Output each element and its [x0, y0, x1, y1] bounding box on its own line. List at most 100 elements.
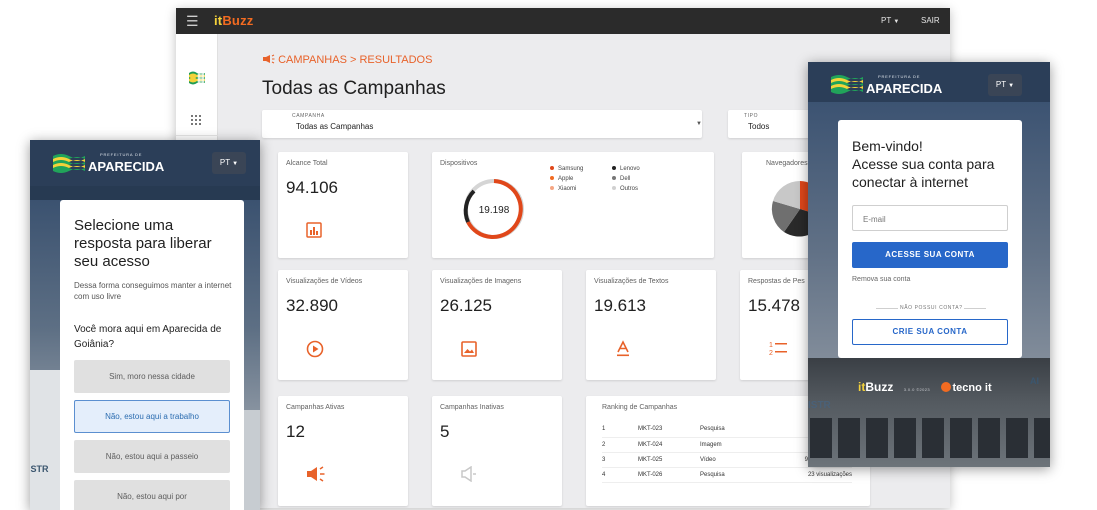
chevron-down-icon: ▼: [232, 161, 239, 167]
building-windows: [810, 418, 1050, 458]
language-selector[interactable]: PT ▼: [881, 16, 899, 27]
building-sign-left: ISTR: [808, 400, 831, 411]
table-row[interactable]: 4 MKT-026 Pesquisa 23 visualizações: [602, 467, 852, 483]
bar-chart-icon: [306, 222, 322, 238]
itbuzz-suffix: Buzz: [865, 380, 894, 394]
prefeitura-label: PREFEITURA DE: [878, 74, 921, 79]
active-campaigns-label: Campanhas Ativas: [286, 404, 345, 411]
megaphone-icon: [263, 54, 275, 64]
reach-value: 94.106: [286, 178, 338, 197]
ranking-cell-type: Vídeo: [700, 452, 762, 468]
browsers-label: Navegadores: [766, 160, 808, 167]
brand-logo: itBuzz: [214, 13, 253, 29]
exit-button[interactable]: SAIR: [921, 16, 940, 25]
option-live-here-button[interactable]: Sim, moro nessa cidade: [74, 360, 230, 393]
active-campaigns-value: 12: [286, 422, 305, 441]
apps-grid-icon[interactable]: [190, 114, 202, 126]
residence-question: Você mora aqui em Aparecida de Goiânia?: [74, 324, 222, 350]
devices-donut: 19.198: [463, 179, 524, 239]
tecnoit-label: tecno it: [952, 382, 992, 394]
city-name: APARECIDA: [866, 81, 943, 96]
city-name: APARECIDA: [88, 159, 165, 174]
campaign-select[interactable]: CAMPANHA Todas as Campanhas ▼: [262, 110, 702, 138]
campaign-select-label: CAMPANHA: [292, 113, 325, 119]
ranking-cell-pos: 2: [602, 437, 638, 453]
legend-label: Outros: [620, 186, 639, 192]
left-phone: ISTR PREFEITURA DE APARECIDA PT ▼ Seleci…: [30, 140, 260, 510]
option-other-button[interactable]: Não, estou aqui por: [74, 480, 230, 510]
brand-prefix: it: [214, 13, 223, 28]
video-views-value: 32.890: [286, 296, 338, 315]
breadcrumb: CAMPANHAS > RESULTADOS: [262, 54, 432, 67]
legend-label: Apple: [558, 176, 574, 182]
language-selector[interactable]: PT ▼: [988, 74, 1022, 96]
remove-account-link[interactable]: Remova sua conta: [852, 276, 911, 283]
login-button[interactable]: ACESSE SUA CONTA: [852, 242, 1008, 268]
welcome-heading: Bem-vindo! Acesse sua conta para conecta…: [852, 137, 1020, 191]
devices-label: Dispositivos: [440, 160, 478, 167]
city-flag-icon: [53, 154, 85, 173]
ranking-cell-pos: 1: [602, 422, 638, 438]
text-views-value: 19.613: [594, 296, 646, 315]
legend-item: Xiaomi: [550, 186, 576, 192]
legend-label: Samsung: [558, 166, 584, 172]
option-work-button[interactable]: Não, estou aqui a trabalho: [74, 400, 230, 433]
megaphone-icon: [307, 466, 325, 482]
tecnoit-icon: [940, 382, 951, 392]
login-panel: Bem-vindo! Acesse sua conta para conecta…: [838, 120, 1022, 358]
devices-card: Dispositivos 19.198 Samsung Lenovo Apple…: [432, 152, 714, 258]
top-bar: ☰ itBuzz PT ▼ SAIR: [176, 8, 950, 34]
welcome-subtitle: Acesse sua conta para conectar à interne…: [852, 156, 995, 190]
text-format-icon: [617, 340, 629, 357]
itbuzz-prefix: it: [858, 380, 866, 394]
language-selector[interactable]: PT ▼: [212, 152, 246, 174]
right-phone: ISTR AI PREFEITURA DE APARECIDA PT ▼ Bem…: [808, 62, 1050, 467]
legend-item: Dell: [612, 176, 630, 182]
menu-icon[interactable]: ☰: [186, 13, 199, 29]
ranking-cell-type: Pesquisa: [700, 422, 762, 438]
language-label: PT: [881, 16, 892, 25]
legend-item: Lenovo: [612, 166, 640, 172]
survey-responses-value: 15.478: [748, 296, 800, 315]
ranking-cell-pos: 3: [602, 452, 638, 468]
ranking-cell-type: Pesquisa: [700, 467, 762, 483]
devices-center-value: 19.198: [479, 205, 510, 216]
chevron-down-icon: ▼: [696, 121, 702, 127]
city-flag-icon: [831, 75, 863, 94]
chevron-down-icon: ▼: [1008, 83, 1015, 89]
legend-item: Samsung: [550, 166, 583, 172]
page-title: Todas as Campanhas: [262, 78, 446, 99]
email-field[interactable]: E-mail: [852, 205, 1008, 231]
legend-label: Lenovo: [620, 166, 640, 172]
legend-item: Outros: [612, 186, 638, 192]
video-views-card: Visualizações de Vídeos 32.890: [278, 270, 408, 380]
itbuzz-logo: itBuzz: [858, 380, 893, 394]
footer-brands: itBuzz 3.0.0 ©2023 tecno it: [858, 378, 992, 396]
text-views-label: Visualizações de Textos: [594, 278, 669, 285]
language-label: PT: [219, 158, 230, 167]
inactive-campaigns-label: Campanhas Inativas: [440, 404, 504, 411]
question-subtitle: Dessa forma conseguimos manter a interne…: [74, 281, 232, 301]
city-flag-icon[interactable]: [188, 70, 206, 86]
active-campaigns-card: Campanhas Ativas 12: [278, 396, 408, 506]
type-select[interactable]: TIPO Todos: [728, 110, 818, 138]
brand-suffix: Buzz: [222, 13, 254, 28]
ranking-cell-code: MKT-025: [638, 452, 700, 468]
survey-responses-label: Respostas de Pes: [748, 278, 805, 285]
inactive-campaigns-card: Campanhas Inativas 5: [432, 396, 562, 506]
prefeitura-label: PREFEITURA DE: [100, 152, 143, 157]
legend-item: Apple: [550, 176, 573, 182]
question-panel: Selecione uma resposta para liberar seu …: [60, 200, 244, 510]
image-views-card: Visualizações de Imagens 26.125: [432, 270, 562, 380]
chevron-down-icon: ▼: [893, 19, 900, 25]
campaign-select-value: Todas as Campanhas: [296, 122, 374, 131]
question-title: Selecione uma resposta para liberar seu …: [74, 217, 212, 270]
video-views-label: Visualizações de Vídeos: [286, 278, 363, 285]
breadcrumb-text[interactable]: CAMPANHAS > RESULTADOS: [278, 54, 433, 66]
create-account-button[interactable]: CRIE SUA CONTA: [852, 319, 1008, 345]
svg-text:2: 2: [769, 350, 773, 357]
text-views-card: Visualizações de Textos 19.613: [586, 270, 716, 380]
ranking-cell-code: MKT-023: [638, 422, 700, 438]
image-icon: [461, 341, 477, 357]
option-leisure-button[interactable]: Não, estou aqui a passeio: [74, 440, 230, 473]
